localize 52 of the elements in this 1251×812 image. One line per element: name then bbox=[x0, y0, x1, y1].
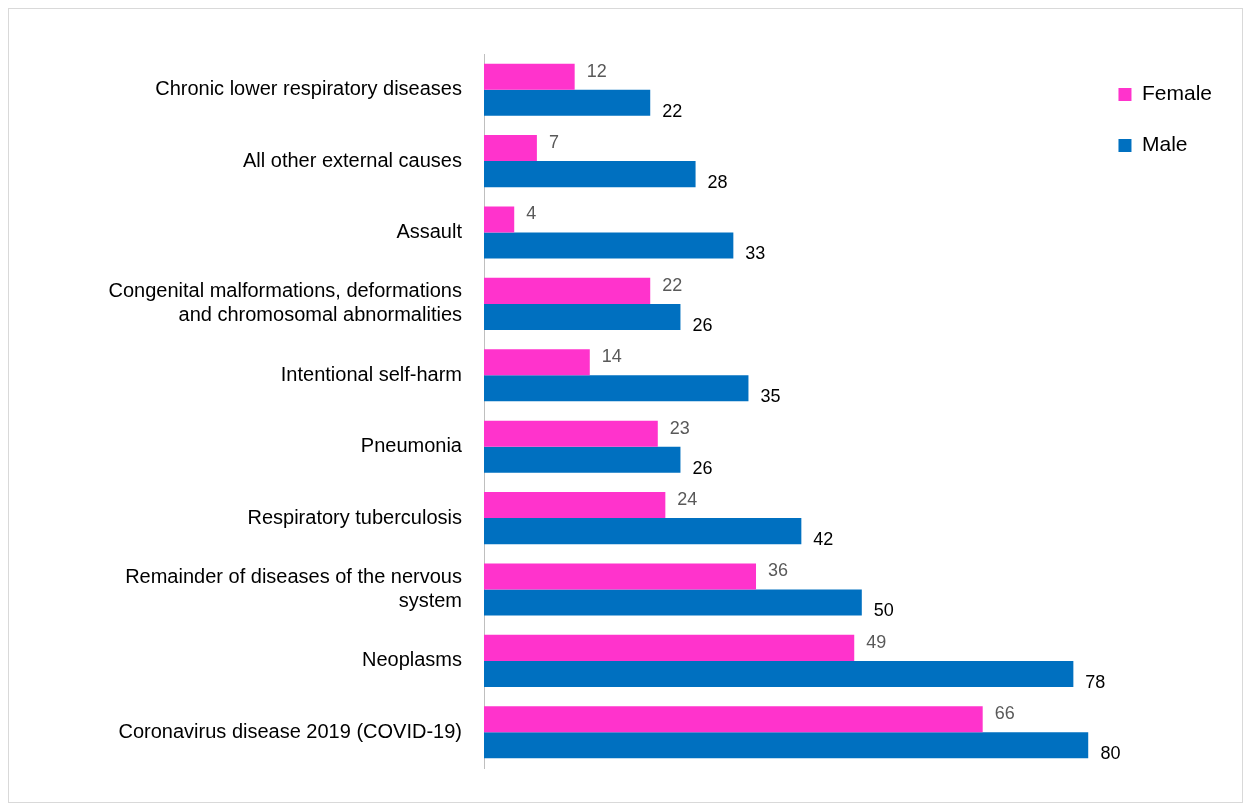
bar bbox=[484, 492, 666, 519]
bar bbox=[484, 660, 1074, 687]
data-label: 26 bbox=[692, 457, 713, 478]
data-label: 14 bbox=[601, 346, 622, 367]
data-label: 4 bbox=[526, 203, 537, 224]
y-tick-label: Assault bbox=[396, 220, 463, 243]
bar bbox=[484, 446, 681, 473]
bar bbox=[484, 277, 651, 304]
bar bbox=[484, 634, 855, 661]
legend-label: Female bbox=[1141, 81, 1213, 105]
data-label: 33 bbox=[745, 243, 766, 264]
data-label: 22 bbox=[662, 100, 683, 121]
bar bbox=[484, 206, 515, 233]
y-tick-label: Chronic lower respiratory diseases bbox=[155, 77, 462, 100]
data-label: 35 bbox=[760, 386, 781, 407]
data-label: 22 bbox=[662, 274, 683, 295]
bar bbox=[484, 63, 575, 90]
bar bbox=[484, 563, 757, 590]
data-label: 7 bbox=[548, 132, 559, 153]
y-tick-label: Respiratory tuberculosis bbox=[247, 505, 462, 528]
bar bbox=[484, 420, 658, 447]
y-tick-label: Intentional self-harm bbox=[280, 362, 462, 385]
bar bbox=[484, 375, 749, 402]
data-label: 50 bbox=[873, 600, 894, 621]
data-label: 23 bbox=[669, 417, 690, 438]
y-tick-label: Coronavirus disease 2019 (COVID-19) bbox=[118, 719, 462, 742]
bar bbox=[484, 732, 1089, 759]
data-label: 28 bbox=[707, 172, 728, 193]
data-label: 80 bbox=[1100, 743, 1121, 764]
bar bbox=[484, 303, 681, 330]
bar bbox=[484, 161, 696, 188]
y-tick-label: Remainder of diseases of the nervous system bbox=[125, 565, 462, 612]
bar bbox=[484, 589, 862, 616]
y-tick-label: Neoplasms bbox=[361, 648, 462, 671]
bar bbox=[484, 349, 590, 376]
bar bbox=[484, 232, 734, 259]
bar bbox=[484, 89, 651, 116]
data-label: 36 bbox=[768, 560, 789, 581]
data-label: 49 bbox=[866, 631, 887, 652]
legend-label: Male bbox=[1141, 132, 1188, 156]
bar bbox=[484, 518, 802, 545]
data-label: 66 bbox=[994, 703, 1015, 724]
bar bbox=[484, 706, 983, 733]
bar bbox=[484, 135, 537, 162]
data-label: 12 bbox=[586, 60, 607, 81]
y-tick-label: All other external causes bbox=[242, 148, 462, 171]
y-tick-label: Pneumonia bbox=[360, 434, 463, 457]
data-label: 24 bbox=[677, 489, 698, 510]
data-label: 78 bbox=[1085, 671, 1106, 692]
data-label: 26 bbox=[692, 314, 713, 335]
data-label: 42 bbox=[813, 529, 834, 550]
y-tick-label: Congenital malformations, deformations and chromosomal abnormalities bbox=[108, 279, 462, 326]
